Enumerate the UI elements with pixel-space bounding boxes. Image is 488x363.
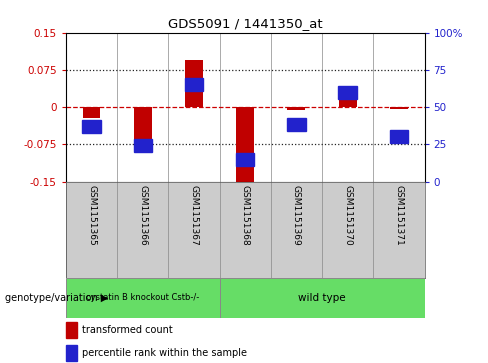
Text: transformed count: transformed count xyxy=(82,325,173,335)
Text: GSM1151371: GSM1151371 xyxy=(394,185,404,246)
Text: GSM1151365: GSM1151365 xyxy=(87,185,96,246)
Text: genotype/variation ▶: genotype/variation ▶ xyxy=(5,293,108,303)
Bar xyxy=(287,107,305,110)
Bar xyxy=(134,139,152,152)
Bar xyxy=(339,86,357,99)
Bar xyxy=(66,322,77,338)
Bar xyxy=(339,98,357,107)
Bar xyxy=(185,78,203,91)
Text: GSM1151369: GSM1151369 xyxy=(292,185,301,246)
Bar xyxy=(66,278,220,318)
Bar xyxy=(390,107,408,109)
Bar xyxy=(287,118,305,131)
Text: GSM1151366: GSM1151366 xyxy=(138,185,147,246)
Bar xyxy=(134,107,152,152)
Text: cystatin B knockout Cstb-/-: cystatin B knockout Cstb-/- xyxy=(86,293,200,302)
Text: GSM1151367: GSM1151367 xyxy=(189,185,199,246)
Title: GDS5091 / 1441350_at: GDS5091 / 1441350_at xyxy=(168,17,323,30)
Text: wild type: wild type xyxy=(298,293,346,303)
Bar xyxy=(66,345,77,361)
Bar xyxy=(236,153,254,166)
Text: GSM1151370: GSM1151370 xyxy=(343,185,352,246)
Bar xyxy=(82,120,101,133)
Bar xyxy=(82,107,101,118)
Bar xyxy=(185,60,203,107)
Bar xyxy=(220,278,425,318)
Text: percentile rank within the sample: percentile rank within the sample xyxy=(82,348,247,358)
Text: GSM1151368: GSM1151368 xyxy=(241,185,250,246)
Bar xyxy=(236,107,254,184)
Bar xyxy=(390,130,408,143)
